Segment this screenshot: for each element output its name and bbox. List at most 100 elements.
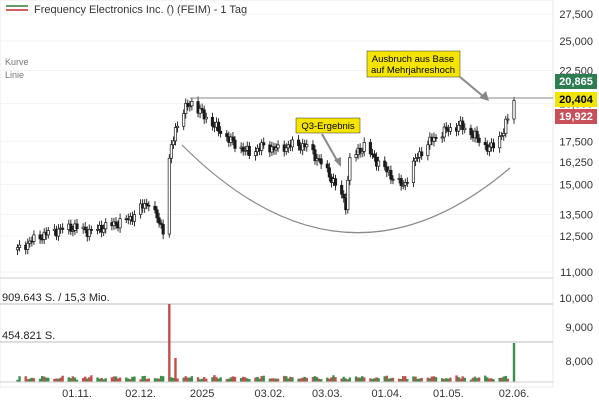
volume-bar <box>383 376 386 382</box>
candle-body <box>89 229 93 231</box>
volume-bar <box>248 379 251 382</box>
volume-bar <box>377 378 380 382</box>
volume-bar <box>84 376 87 382</box>
x-tick-label: 01.05. <box>433 388 464 400</box>
candle-body <box>500 135 504 138</box>
candle-body <box>241 146 245 152</box>
candle-body <box>145 203 149 206</box>
candle-body <box>132 214 136 222</box>
price-badge <box>555 74 597 89</box>
candle-body <box>260 142 264 151</box>
volume-bar <box>127 378 130 382</box>
q3-arrow-head <box>334 157 341 167</box>
volume-bar <box>449 377 452 382</box>
y-tick-label: 15,000 <box>559 180 593 192</box>
volume-bar <box>211 377 214 382</box>
candle-body <box>469 127 473 136</box>
candle-body <box>147 204 151 207</box>
volume-bar <box>434 377 438 382</box>
style-label-linie: Linie <box>5 70 24 80</box>
volume-bar <box>391 377 395 382</box>
candle-body <box>442 126 446 138</box>
volume-bar <box>38 378 42 382</box>
volume-bar <box>73 377 77 382</box>
volume-bar <box>457 377 460 382</box>
volume-bar <box>32 378 36 382</box>
volume-bar <box>256 376 259 382</box>
volume-label-first: 909.643 S. / 15,3 Mio. <box>2 292 110 304</box>
volume-bar <box>356 377 360 382</box>
base-arc <box>181 144 511 234</box>
candle-body <box>186 102 190 108</box>
candle-body <box>512 100 516 120</box>
volume-bar <box>42 376 46 382</box>
x-tick-label: 01.11. <box>62 388 92 400</box>
volume-bar <box>440 378 444 382</box>
candle-body <box>175 125 180 128</box>
candle-body <box>420 151 424 157</box>
volume-bar <box>358 377 362 382</box>
candle-body <box>15 247 20 251</box>
volume-bar <box>330 377 333 382</box>
volume-bar <box>100 377 103 382</box>
q3-annotation-box <box>295 117 361 134</box>
volume-bar <box>299 378 302 382</box>
candle-body <box>297 139 301 146</box>
candle-body <box>153 205 157 211</box>
candle-body <box>61 227 65 230</box>
volume-bar <box>447 378 450 382</box>
candle-body <box>348 157 352 181</box>
volume-bar <box>176 378 179 382</box>
volume-bar <box>28 378 32 382</box>
volume-bar <box>161 376 165 382</box>
candle-body <box>169 144 173 159</box>
volume-bar <box>404 376 407 382</box>
volume-bar <box>397 378 401 382</box>
volume-bar <box>30 377 34 382</box>
candle-body <box>342 193 346 199</box>
volume-bar <box>418 378 421 382</box>
volume-bar <box>313 376 317 382</box>
candle-body <box>247 145 251 156</box>
volume-bar <box>412 376 415 382</box>
candle-body <box>75 223 79 230</box>
volume-bar <box>348 377 352 382</box>
candle-body <box>231 136 235 141</box>
volume-bar <box>131 376 134 382</box>
volume-bar <box>182 377 185 382</box>
volume-bar <box>53 378 56 382</box>
volume-bar <box>426 377 430 382</box>
volume-bar <box>475 378 479 382</box>
volume-bar <box>385 375 388 382</box>
candle-body <box>233 139 237 149</box>
volume-bar <box>414 376 417 382</box>
y-tick-label: 25,000 <box>559 36 593 48</box>
candle-body <box>360 151 364 154</box>
volume-bar <box>461 376 464 382</box>
candle-body <box>204 116 208 120</box>
volume-bar <box>506 378 510 382</box>
volume-bar <box>155 378 159 382</box>
volume-bar <box>268 378 272 382</box>
volume-bar <box>229 377 233 382</box>
x-axis: 01.11. 02.12. 2025 03.02. 03.03. 01.04. 01.05.… <box>62 388 529 400</box>
candle-body <box>200 108 204 111</box>
candle-body <box>46 230 50 236</box>
candle-body <box>358 147 362 154</box>
breakout-arrow-shaft <box>459 76 485 98</box>
volume-bar <box>244 377 247 382</box>
volume-bar <box>254 377 257 382</box>
candle-body <box>26 242 30 250</box>
candle-body <box>483 142 487 146</box>
volume-bar <box>112 376 116 382</box>
candle-body <box>448 127 452 132</box>
volume-bar <box>246 378 249 382</box>
volume-bar <box>198 379 202 382</box>
volume-bar <box>190 376 194 382</box>
volume-bar <box>61 375 64 382</box>
candle-body <box>475 130 479 139</box>
volume-bar <box>215 377 218 382</box>
volume-bar <box>311 376 315 382</box>
candle-body <box>38 234 42 240</box>
price-badge <box>555 109 597 124</box>
